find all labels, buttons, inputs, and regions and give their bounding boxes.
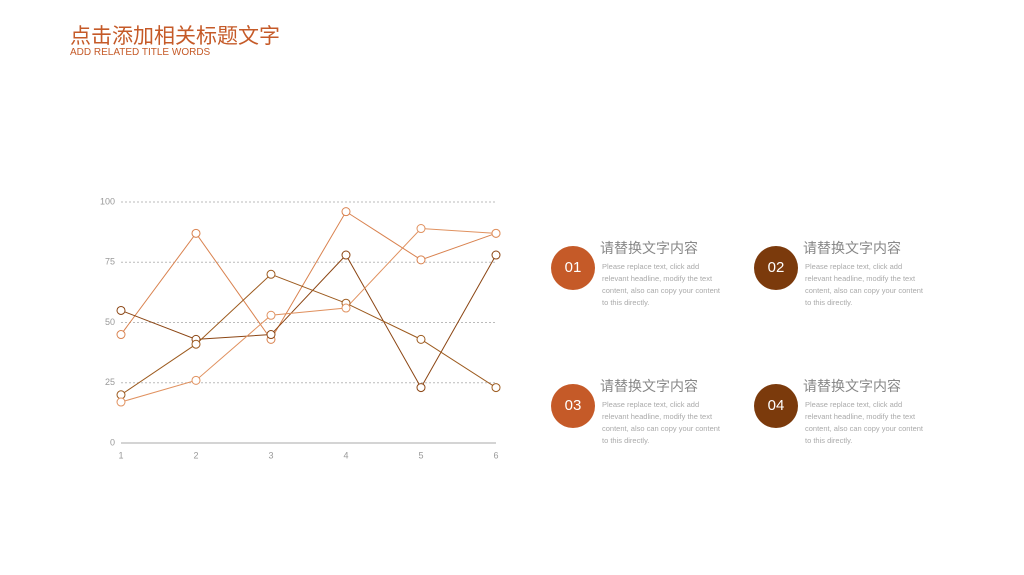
point [491,250,501,260]
item-title: 请替换文字内容 [803,378,901,394]
point [341,207,351,217]
point [416,334,426,344]
point [341,303,351,313]
point [266,310,276,320]
y-tick-label: 25 [105,377,115,387]
item: 01 请替换文字内容 Please replace text, click add … [551,240,761,326]
item-text: Please replace text, click add relevant … [602,400,720,445]
x-tick-label: 3 [268,450,273,460]
item: 04 请替换文字内容 Please replace text, click add … [754,378,964,464]
item-title: 请替换文字内容 [600,240,698,256]
point [266,330,276,340]
item-number: 04 [754,384,798,428]
point [416,383,426,393]
point [116,397,126,407]
point [116,305,126,315]
point [416,224,426,234]
point [266,269,276,279]
title: 点击添加相关标题文字 [70,25,280,48]
subtitle: ADD RELATED TITLE WORDS [70,47,211,58]
x-tick-label: 1 [118,450,123,460]
line [120,273,497,396]
point [116,330,126,340]
point [191,375,201,385]
item-number: 01 [551,246,595,290]
item-title: 请替换文字内容 [600,378,698,394]
item-number: 03 [551,384,595,428]
item: 02 请替换文字内容 Please replace text, click add … [754,240,964,326]
y-tick-label: 50 [105,317,115,327]
point [491,228,501,238]
x-tick-label: 2 [193,450,198,460]
item-title: 请替换文字内容 [803,240,901,256]
x-tick-label: 5 [418,450,423,460]
x-tick-label: 6 [493,450,498,460]
line [120,227,497,403]
point [341,250,351,260]
item-text: Please replace text, click add relevant … [805,400,923,445]
y-tick-label: 75 [105,257,115,267]
point [191,228,201,238]
point [491,383,501,393]
point [416,255,426,265]
line [120,254,497,389]
point [191,339,201,349]
x-tick-label: 4 [343,450,348,460]
item-text: Please replace text, click add relevant … [805,262,923,307]
line [120,210,497,341]
y-tick-label: 0 [110,437,115,447]
item-text: Please replace text, click add relevant … [602,262,720,307]
item: 03 请替换文字内容 Please replace text, click add … [551,378,761,464]
item-number: 02 [754,246,798,290]
y-tick-label: 100 [100,196,115,206]
